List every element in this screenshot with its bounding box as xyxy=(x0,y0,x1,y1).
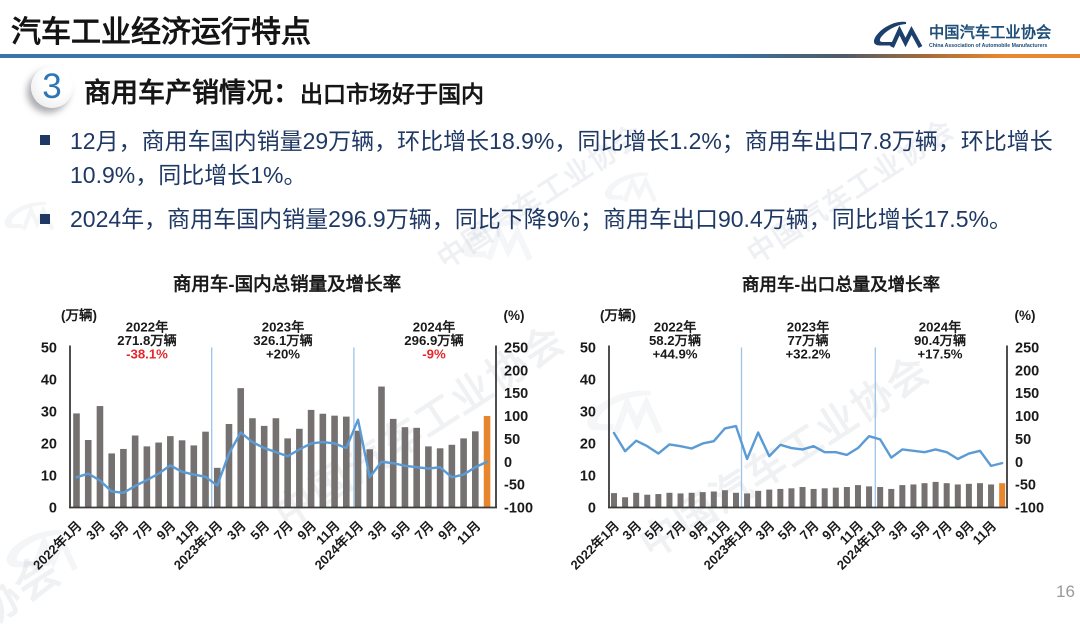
svg-text:3月: 3月 xyxy=(365,518,390,543)
svg-text:2023年: 2023年 xyxy=(262,319,305,335)
svg-text:20: 20 xyxy=(41,437,57,453)
svg-text:100: 100 xyxy=(1015,409,1039,425)
svg-text:5月: 5月 xyxy=(388,518,413,543)
svg-text:(万辆): (万辆) xyxy=(600,307,636,323)
svg-text:10: 10 xyxy=(580,469,596,485)
svg-text:5月: 5月 xyxy=(642,518,667,543)
svg-text:296.9万辆: 296.9万辆 xyxy=(404,332,463,348)
svg-text:-50: -50 xyxy=(504,478,525,494)
svg-text:商用车-出口总量及增长率: 商用车-出口总量及增长率 xyxy=(742,275,940,295)
svg-text:150: 150 xyxy=(504,386,528,402)
svg-text:250: 250 xyxy=(1015,341,1039,357)
svg-text:(万辆): (万辆) xyxy=(61,307,97,323)
svg-text:326.1万辆: 326.1万辆 xyxy=(253,332,312,348)
svg-text:20: 20 xyxy=(580,437,596,453)
svg-text:0: 0 xyxy=(588,501,596,517)
svg-text:30: 30 xyxy=(580,405,596,421)
svg-text:11月: 11月 xyxy=(454,518,484,548)
svg-text:50: 50 xyxy=(504,432,520,448)
svg-text:(%): (%) xyxy=(1015,308,1036,323)
svg-text:200: 200 xyxy=(504,363,528,379)
svg-text:77万辆: 77万辆 xyxy=(787,332,828,348)
svg-text:7月: 7月 xyxy=(797,518,822,543)
svg-text:中国汽车工业协会: 中国汽车工业协会 xyxy=(929,24,1052,42)
svg-text:-9%: -9% xyxy=(422,347,446,362)
svg-text:50: 50 xyxy=(580,341,596,357)
svg-text:+44.9%: +44.9% xyxy=(652,347,697,362)
svg-text:+20%: +20% xyxy=(266,347,300,362)
svg-text:200: 200 xyxy=(1015,363,1039,379)
svg-text:7月: 7月 xyxy=(130,518,155,543)
svg-text:7月: 7月 xyxy=(664,518,689,543)
svg-text:商用车-国内总销量及增长率: 商用车-国内总销量及增长率 xyxy=(173,274,401,295)
svg-text:58.2万辆: 58.2万辆 xyxy=(649,332,701,348)
svg-text:3月: 3月 xyxy=(619,518,644,543)
svg-text:2022年: 2022年 xyxy=(654,319,697,335)
svg-text:0: 0 xyxy=(504,455,512,471)
svg-text:5月: 5月 xyxy=(775,518,800,543)
svg-text:10: 10 xyxy=(41,469,57,485)
svg-text:50: 50 xyxy=(41,341,57,357)
svg-text:0: 0 xyxy=(49,501,57,517)
svg-text:7月: 7月 xyxy=(930,518,955,543)
svg-text:-100: -100 xyxy=(1015,501,1044,517)
svg-text:250: 250 xyxy=(504,341,528,357)
svg-text:90.4万辆: 90.4万辆 xyxy=(914,332,966,348)
svg-text:2022年1月: 2022年1月 xyxy=(30,518,85,573)
svg-text:7月: 7月 xyxy=(412,518,437,543)
svg-text:3月: 3月 xyxy=(752,518,777,543)
svg-text:2023年: 2023年 xyxy=(787,319,830,335)
svg-text:-38.1%: -38.1% xyxy=(126,347,168,362)
svg-text:(%): (%) xyxy=(504,308,525,323)
svg-text:50: 50 xyxy=(1015,432,1031,448)
svg-text:5月: 5月 xyxy=(107,518,132,543)
svg-text:China Association of Automobil: China Association of Automobile Manufact… xyxy=(929,43,1047,49)
svg-text:40: 40 xyxy=(41,373,57,389)
svg-text:11月: 11月 xyxy=(970,518,1000,548)
svg-text:7月: 7月 xyxy=(271,518,296,543)
svg-text:5月: 5月 xyxy=(908,518,933,543)
svg-text:40: 40 xyxy=(580,373,596,389)
svg-text:+17.5%: +17.5% xyxy=(917,347,962,362)
svg-text:3月: 3月 xyxy=(886,518,911,543)
svg-text:30: 30 xyxy=(41,405,57,421)
svg-text:2022年1月: 2022年1月 xyxy=(568,518,623,573)
svg-text:150: 150 xyxy=(1015,386,1039,402)
svg-text:-50: -50 xyxy=(1015,478,1036,494)
svg-text:2024年: 2024年 xyxy=(919,319,962,335)
svg-text:2024年: 2024年 xyxy=(413,319,456,335)
svg-text:100: 100 xyxy=(504,409,528,425)
svg-text:+32.2%: +32.2% xyxy=(785,347,830,362)
svg-text:271.8万辆: 271.8万辆 xyxy=(117,332,176,348)
svg-text:-100: -100 xyxy=(504,501,533,517)
svg-text:0: 0 xyxy=(1015,455,1023,471)
svg-text:3月: 3月 xyxy=(83,518,108,543)
svg-text:3月: 3月 xyxy=(224,518,249,543)
svg-text:5月: 5月 xyxy=(247,518,272,543)
svg-text:2022年: 2022年 xyxy=(126,319,169,335)
